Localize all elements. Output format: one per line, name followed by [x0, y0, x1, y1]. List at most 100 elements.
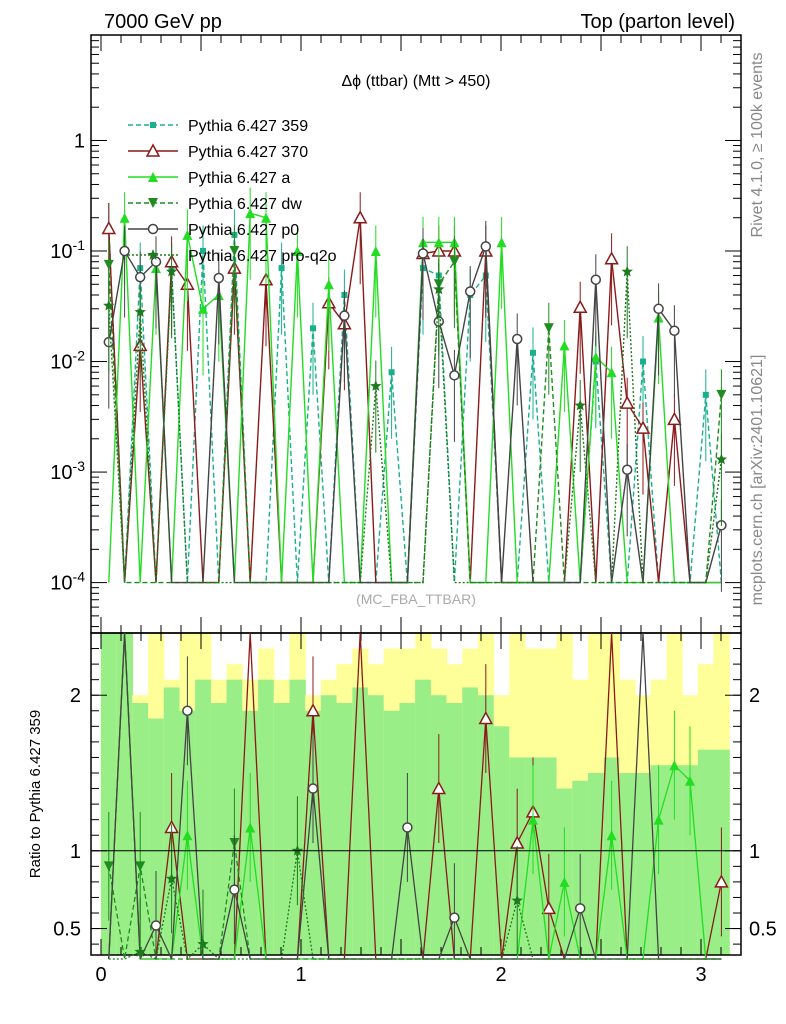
- data-point: [150, 256, 162, 267]
- data-point: [278, 265, 285, 272]
- ratio-tick-label: 0.5: [53, 919, 81, 941]
- series-line: [108, 246, 723, 584]
- ratio-point: [574, 903, 586, 914]
- ratio-band-green-bin: [273, 703, 290, 955]
- data-point: [134, 306, 146, 317]
- data-point: [604, 251, 619, 265]
- ratio-point: [559, 876, 570, 887]
- data-point: [640, 358, 646, 365]
- data-point: [464, 286, 476, 297]
- data-point: [339, 310, 350, 321]
- ratio-line: [108, 632, 722, 960]
- data-point: [449, 370, 460, 381]
- ratio-band-green-bin: [697, 749, 715, 955]
- ratio-point: [307, 783, 319, 794]
- x-tick-label: 0: [95, 964, 106, 986]
- data-point: [669, 325, 680, 336]
- data-point: [433, 283, 445, 295]
- ratio-point: [528, 814, 538, 825]
- ratio-point: [291, 844, 304, 856]
- data-point: [702, 391, 709, 398]
- data-point: [590, 351, 601, 362]
- ratio-band-green-bin: [619, 773, 636, 955]
- legend-label: Pythia 6.427 a: [188, 170, 290, 187]
- data-point: [182, 229, 193, 240]
- analysis-watermark: (MC_FBA_TTBAR): [356, 591, 476, 607]
- data-point: [715, 453, 728, 465]
- ratio-point: [511, 894, 523, 906]
- ratio-band-green-bin: [352, 687, 369, 955]
- ratio-band-green-bin: [148, 718, 165, 955]
- legend-label: Pythia 6.427 dw: [188, 196, 302, 213]
- y-tick-exponent: -3: [73, 458, 86, 474]
- data-point: [511, 333, 523, 345]
- data-point: [590, 274, 602, 285]
- ratio-point: [134, 945, 146, 957]
- y-tick-label: 10-2: [50, 348, 85, 374]
- ratio-ylabel: Ratio to Pythia 6.427 359: [27, 710, 44, 878]
- legend-marker: [148, 172, 158, 182]
- ratio-point: [541, 900, 557, 915]
- data-point: [619, 395, 635, 409]
- y-tick-label: 10-4: [50, 569, 85, 595]
- ratio-band-green-bin: [635, 773, 652, 955]
- legend-marker: [147, 249, 159, 260]
- ratio-band-green-bin: [383, 710, 400, 955]
- legend-marker: [147, 223, 159, 235]
- header-left: 7000 GeV pp: [104, 11, 222, 33]
- legend-marker: [145, 143, 161, 157]
- data-point: [200, 248, 206, 255]
- ratio-point: [182, 830, 193, 841]
- header-right: Top (parton level): [580, 11, 735, 33]
- ratio-band-green-bin: [477, 695, 495, 955]
- ratio-uncertainty-bands: [100, 633, 730, 955]
- ratio-point: [150, 920, 162, 931]
- ratio-point: [669, 760, 680, 771]
- ratio-point: [478, 710, 494, 725]
- plot-title: Δϕ (ttbar) (Mtt > 450): [341, 73, 490, 90]
- ratio-band-green-bin: [493, 726, 510, 955]
- data-point: [449, 256, 460, 267]
- ratio-band-green-bin: [462, 687, 479, 955]
- ratio-band-green-bin: [587, 773, 605, 955]
- data-point: [101, 220, 117, 235]
- x-tick-label: 2: [495, 964, 506, 986]
- data-point: [323, 279, 334, 290]
- legend-marker: [148, 198, 158, 208]
- ratio-point: [305, 703, 321, 717]
- data-point: [352, 210, 368, 224]
- data-point: [310, 325, 316, 332]
- ratio-band-green-bin: [195, 679, 212, 955]
- ratio-band-green-bin: [666, 765, 683, 955]
- y-tick-exponent: -1: [73, 237, 86, 253]
- data-point: [198, 303, 208, 314]
- ratio-point: [135, 861, 146, 872]
- y-tick-label: 1: [74, 130, 85, 152]
- legend-marker: [150, 122, 156, 128]
- ratio-band-green-bin: [446, 703, 463, 955]
- x-tick-label: 1: [295, 964, 306, 986]
- ratio-point: [714, 874, 729, 888]
- data-point: [388, 369, 395, 376]
- data-point: [261, 212, 271, 223]
- legend-label: Pythia 6.427 359: [188, 118, 308, 135]
- ratio-tick-label-right: 0.5: [749, 919, 777, 941]
- y-tick-exponent: -4: [73, 569, 86, 585]
- data-point: [716, 389, 727, 400]
- ratio-tick-label-right: 1: [749, 841, 760, 863]
- ratio-band-green-bin: [336, 703, 353, 955]
- data-point: [621, 265, 633, 277]
- data-point: [370, 246, 381, 257]
- legend-label: Pythia 6.427 pro-q2o: [188, 248, 337, 265]
- ratio-line: [108, 850, 722, 961]
- data-point: [103, 299, 115, 311]
- ratio-panel-frame: [90, 632, 742, 956]
- side-label-rivet: Rivet 4.1.0, ≥ 100k events: [749, 53, 766, 238]
- data-point: [543, 323, 554, 334]
- ratio-point: [197, 938, 209, 949]
- data-point: [530, 349, 536, 356]
- data-point: [667, 411, 682, 426]
- ratio-point: [685, 775, 695, 786]
- ratio-point: [402, 822, 413, 833]
